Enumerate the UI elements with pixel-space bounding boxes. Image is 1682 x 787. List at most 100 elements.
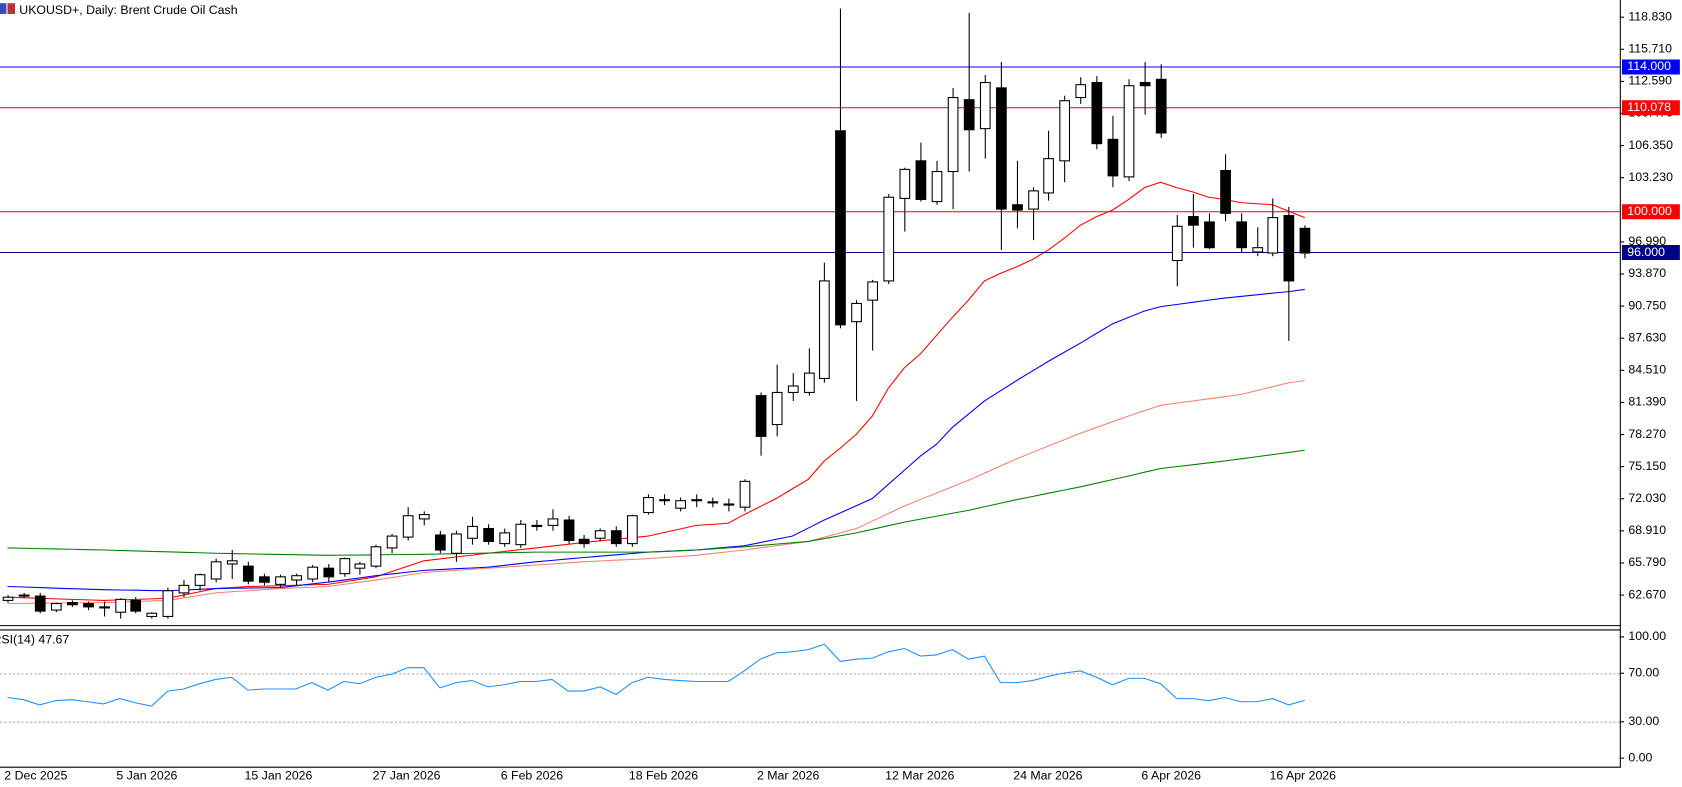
y-tick-label: 75.150: [1628, 459, 1666, 473]
candle-body-up: [162, 590, 174, 617]
symbol-icon: [0, 3, 16, 14]
candle-body-down: [1283, 214, 1295, 282]
candle-body-up: [386, 535, 398, 549]
chart-title: UKOUSD+, Daily: Brent Crude Oil Cash: [19, 3, 237, 17]
level-label-bg: [1621, 100, 1680, 116]
candle-body-up: [626, 515, 638, 545]
candle-body-down: [242, 565, 254, 582]
y-tick-label: 118.830: [1628, 9, 1672, 23]
candle-body-up: [883, 196, 895, 282]
candle-body-up: [803, 372, 815, 393]
level-label: 100.000: [1627, 204, 1672, 218]
candle-body-down: [1091, 81, 1103, 145]
x-tick-label: 27 Jan 2026: [373, 769, 441, 783]
candle-body-up: [1043, 158, 1054, 194]
moving-average: [7, 380, 1305, 605]
candle-body-up: [723, 503, 735, 506]
y-tick-label: 62.670: [1628, 587, 1666, 601]
candle-body-down: [130, 599, 142, 612]
candle-body-up: [339, 558, 351, 575]
candle-body-up: [307, 566, 319, 580]
candle-body-down: [1299, 227, 1311, 254]
candle-body-down: [323, 567, 335, 578]
candle-body-up: [178, 584, 190, 594]
y-tick-label: 68.910: [1628, 523, 1666, 537]
candle-body-up: [1059, 100, 1071, 162]
candle-body-up: [819, 280, 830, 379]
candle-body-up: [115, 598, 127, 613]
candle-body-down: [578, 538, 590, 545]
candle-body-up: [1252, 247, 1264, 253]
candle-body-up: [194, 574, 206, 586]
level-label: 114.000: [1627, 59, 1671, 73]
level-label: 96.000: [1627, 245, 1665, 259]
candle-body-down: [1204, 221, 1215, 249]
candle-body-down: [83, 603, 94, 608]
candle-body-up: [659, 499, 670, 502]
level-label: 110.078: [1627, 100, 1671, 114]
candle-body-up: [787, 385, 799, 393]
candle-body-up: [594, 530, 606, 539]
x-tick-label: 12 Mar 2026: [885, 769, 954, 783]
candle-body-up: [146, 612, 158, 617]
candle-body-down: [563, 519, 575, 541]
y-tick-label: 84.510: [1628, 363, 1666, 377]
candle-body-up: [2, 596, 14, 601]
y-tick-label: 78.270: [1628, 427, 1666, 441]
candle-body-up: [210, 561, 222, 580]
candle-body-down: [67, 602, 78, 606]
candle-body-down: [1236, 221, 1248, 249]
x-tick-label: 24 Mar 2026: [1013, 769, 1082, 783]
y-tick-label: 100.00: [1628, 629, 1666, 643]
x-tick-label: 6 Feb 2026: [501, 769, 564, 783]
indicator-title: RSI(14) 47.67: [0, 632, 69, 646]
candle-body-up: [515, 523, 527, 546]
candle-body-up: [1028, 190, 1039, 210]
candle-body-down: [963, 99, 975, 131]
candle-body-up: [531, 524, 543, 527]
level-label-bg: [1621, 59, 1680, 75]
x-tick-label: 6 Apr 2026: [1141, 769, 1201, 783]
candle-body-up: [675, 500, 686, 509]
y-tick-label: 65.790: [1628, 555, 1666, 569]
candle-body-up: [1171, 225, 1183, 262]
x-tick-label: 5 Jan 2026: [116, 769, 177, 783]
x-tick-label: 15 Jan 2026: [245, 769, 313, 783]
y-tick-label: 70.00: [1628, 666, 1659, 680]
candle-body-down: [835, 130, 846, 326]
candle-body-down: [996, 87, 1007, 210]
candle-body-down: [1107, 138, 1119, 177]
candle-body-up: [931, 170, 943, 203]
candle-body-up: [867, 281, 879, 301]
y-tick-label: 112.590: [1628, 74, 1672, 88]
y-tick-label: 93.870: [1628, 266, 1666, 280]
candle-body-up: [291, 575, 302, 581]
candle-body-down: [1012, 204, 1023, 211]
candle-body-up: [707, 501, 719, 504]
candle-body-up: [467, 525, 478, 539]
candle-body-up: [547, 518, 559, 526]
candle-body-up: [50, 603, 62, 611]
candle-body-up: [643, 496, 654, 514]
candle-body-down: [1220, 169, 1231, 214]
candle-body-up: [899, 168, 911, 199]
y-tick-label: 72.030: [1628, 491, 1666, 505]
candle-body-up: [739, 480, 751, 508]
rsi-line: [7, 643, 1305, 707]
moving-average: [7, 449, 1305, 556]
x-tick-label: 16 Apr 2026: [1270, 769, 1337, 783]
candle-body-down: [434, 534, 446, 551]
candle-body-down: [99, 606, 110, 609]
candle-body-down: [1139, 81, 1151, 87]
candle-body-down: [755, 395, 767, 437]
candle-body-up: [691, 499, 703, 502]
x-tick-label: 18 Feb 2026: [629, 769, 698, 783]
candle-body-up: [451, 533, 462, 554]
candle-body-down: [610, 530, 622, 545]
candle-body-up: [226, 560, 238, 565]
candle-body-up: [418, 514, 430, 520]
candle-body-up: [1075, 84, 1087, 99]
x-tick-label: 2 Dec 2025: [4, 769, 67, 783]
